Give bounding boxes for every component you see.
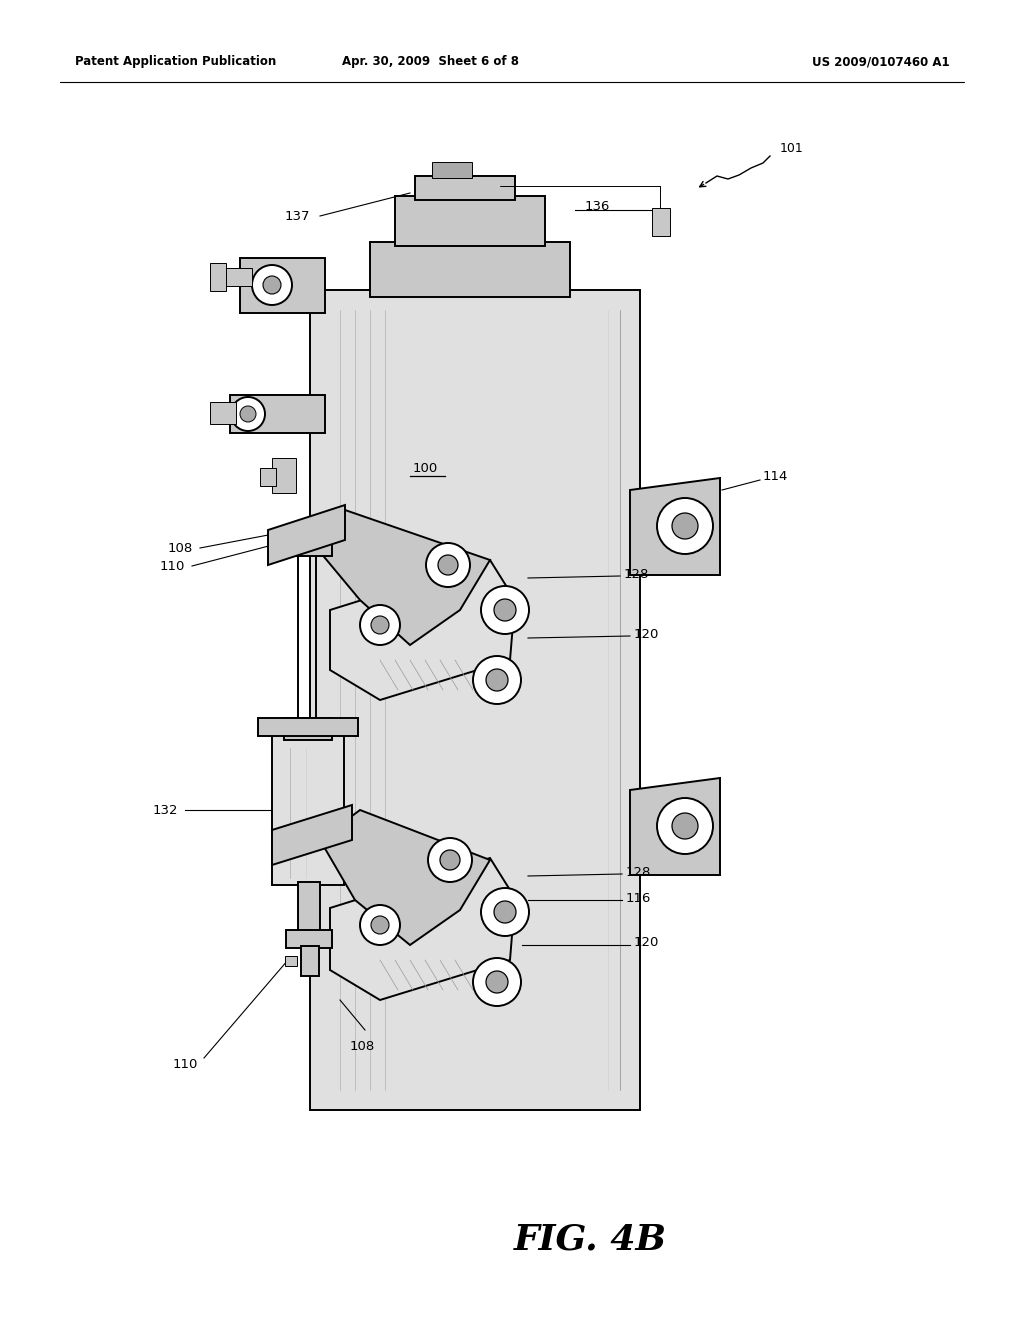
Text: 108: 108 <box>349 1040 375 1053</box>
Bar <box>432 162 472 178</box>
Circle shape <box>263 276 281 294</box>
Polygon shape <box>319 810 490 945</box>
Bar <box>258 718 358 737</box>
Circle shape <box>473 958 521 1006</box>
Text: Patent Application Publication: Patent Application Publication <box>75 55 276 69</box>
Bar <box>370 242 570 297</box>
Text: 128: 128 <box>626 866 651 879</box>
Circle shape <box>231 397 265 432</box>
Circle shape <box>481 586 529 634</box>
Text: 114: 114 <box>763 470 788 483</box>
Polygon shape <box>630 478 720 576</box>
Circle shape <box>486 972 508 993</box>
Circle shape <box>494 902 516 923</box>
Bar <box>240 257 325 313</box>
Circle shape <box>371 916 389 935</box>
Bar <box>272 458 296 492</box>
Text: 120: 120 <box>634 936 659 949</box>
Circle shape <box>240 407 256 422</box>
Polygon shape <box>310 510 490 645</box>
Text: 108: 108 <box>168 541 193 554</box>
Text: 101: 101 <box>780 141 804 154</box>
Circle shape <box>494 599 516 620</box>
Text: FIG. 4B: FIG. 4B <box>513 1224 667 1257</box>
Text: 116: 116 <box>626 891 651 904</box>
Bar <box>260 469 276 486</box>
Circle shape <box>426 543 470 587</box>
Bar <box>284 718 332 741</box>
Bar <box>284 528 332 556</box>
Circle shape <box>657 498 713 554</box>
Text: 136: 136 <box>585 199 610 213</box>
Polygon shape <box>272 805 352 865</box>
Bar <box>301 946 319 975</box>
Polygon shape <box>630 777 720 875</box>
Bar <box>395 195 545 246</box>
Text: 137: 137 <box>285 210 310 223</box>
Circle shape <box>486 669 508 690</box>
Polygon shape <box>330 560 515 700</box>
Bar <box>210 403 236 424</box>
Bar <box>272 730 344 884</box>
Circle shape <box>657 799 713 854</box>
Bar <box>222 268 252 286</box>
Text: 128: 128 <box>624 568 649 581</box>
Text: 132: 132 <box>153 804 178 817</box>
Bar <box>652 209 670 236</box>
Circle shape <box>252 265 292 305</box>
Circle shape <box>360 605 400 645</box>
Bar <box>210 263 226 290</box>
Circle shape <box>473 656 521 704</box>
Bar <box>230 395 325 433</box>
Bar <box>285 956 297 966</box>
Circle shape <box>360 906 400 945</box>
Circle shape <box>438 554 458 576</box>
Text: 100: 100 <box>413 462 437 474</box>
Bar <box>310 290 640 1110</box>
Text: 120: 120 <box>634 627 659 640</box>
Bar <box>286 931 332 948</box>
Circle shape <box>672 813 698 840</box>
Bar <box>415 176 515 201</box>
Text: 110: 110 <box>173 1059 198 1072</box>
Text: 110: 110 <box>160 560 185 573</box>
Circle shape <box>440 850 460 870</box>
Polygon shape <box>330 858 515 1001</box>
Circle shape <box>481 888 529 936</box>
Circle shape <box>672 513 698 539</box>
Text: US 2009/0107460 A1: US 2009/0107460 A1 <box>812 55 950 69</box>
Circle shape <box>428 838 472 882</box>
Text: Apr. 30, 2009  Sheet 6 of 8: Apr. 30, 2009 Sheet 6 of 8 <box>341 55 518 69</box>
Polygon shape <box>268 506 345 565</box>
Bar <box>298 882 319 935</box>
Circle shape <box>371 616 389 634</box>
